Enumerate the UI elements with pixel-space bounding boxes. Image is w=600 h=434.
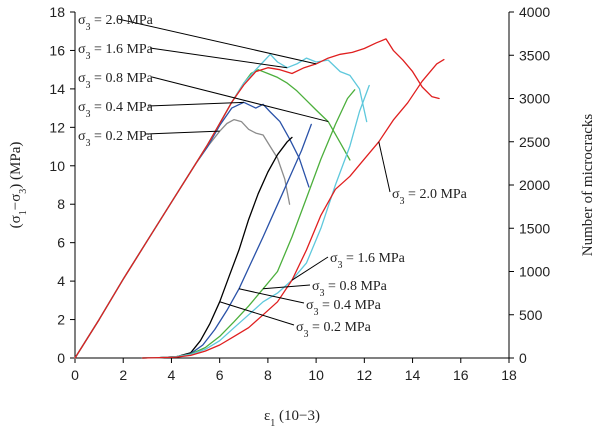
x-tick-label: 14 — [405, 367, 421, 383]
x-tick-label: 0 — [71, 367, 79, 383]
series-line-stress-0 — [74, 118, 291, 359]
x-tick-label: 16 — [453, 367, 469, 383]
y-left-tick-label: 14 — [49, 81, 65, 97]
y-left-tick-label: 16 — [49, 42, 65, 58]
x-tick-label: 10 — [308, 367, 324, 383]
y-left-tick-label: 0 — [57, 350, 65, 366]
y-left-tick-label: 12 — [49, 119, 65, 135]
annotation-leader — [149, 47, 288, 69]
y-left-tick-label: 8 — [57, 196, 65, 212]
annotation-label: σ3 = 0.2 MPa — [78, 129, 154, 149]
annotation-label: σ3 = 0.4 MPa — [78, 100, 154, 120]
annotation-leader — [291, 256, 329, 281]
x-tick-label: 6 — [216, 367, 224, 383]
x-tick-label: 18 — [501, 367, 517, 383]
y-left-tick-label: 2 — [57, 312, 65, 328]
annotation-label: σ3 = 2.0 MPa — [392, 187, 468, 207]
series-layer — [74, 38, 445, 359]
annotation-leader — [263, 284, 311, 290]
y-axis-right-title: Number of microcracks — [580, 114, 596, 257]
x-tick-label: 4 — [168, 367, 176, 383]
x-tick-label: 8 — [264, 367, 272, 383]
annotation-label: σ3 = 1.6 MPa — [330, 251, 406, 271]
y-right-tick-label: 3000 — [519, 91, 550, 107]
y-right-tick-label: 2000 — [519, 177, 550, 193]
y-left-tick-label: 4 — [57, 273, 65, 289]
annotation-label: σ3 = 0.8 MPa — [78, 71, 154, 91]
y-right-tick-label: 0 — [519, 350, 527, 366]
y-left-tick-label: 6 — [57, 235, 65, 251]
axes: 0 2 4 6 8 10 12 14 16 180246810121416180500100015… — [8, 4, 596, 429]
x-tick-label: 12 — [357, 367, 373, 383]
y-axis-left-title: (σ1−σ3) (MPa) — [8, 142, 29, 229]
annotation-label: σ3 = 2.0 MPa — [78, 13, 154, 33]
annotation-leader — [238, 288, 305, 304]
y-right-tick-label: 1500 — [519, 220, 550, 236]
annotation-leader — [151, 76, 329, 123]
x-axis-title: ε1 (10−3) — [264, 408, 320, 429]
series-line-microcracks-8 — [141, 84, 370, 359]
y-right-tick-label: 2500 — [519, 134, 550, 150]
y-right-tick-label: 1000 — [519, 264, 550, 280]
series-line-microcracks-9 — [141, 58, 445, 359]
y-right-tick-label: 500 — [519, 307, 543, 323]
annotation-leader — [378, 141, 391, 193]
annotation-label: σ3 = 0.2 MPa — [296, 320, 372, 340]
annotation-label: σ3 = 1.6 MPa — [78, 42, 154, 62]
annotation-leader — [147, 101, 244, 107]
y-left-tick-label: 10 — [49, 158, 65, 174]
y-right-tick-label: 4000 — [519, 4, 550, 20]
annotation-leader — [219, 301, 295, 326]
y-left-tick-label: 18 — [49, 4, 65, 20]
x-tick-label: 2 — [119, 367, 127, 383]
y-right-tick-label: 3500 — [519, 47, 550, 63]
series-line-stress-4 — [74, 38, 440, 359]
annotation-label: σ3 = 0.4 MPa — [306, 298, 382, 318]
annotation-leader — [117, 18, 317, 65]
annotation-leader — [145, 130, 220, 135]
annotation-label: σ3 = 0.8 MPa — [312, 279, 388, 299]
